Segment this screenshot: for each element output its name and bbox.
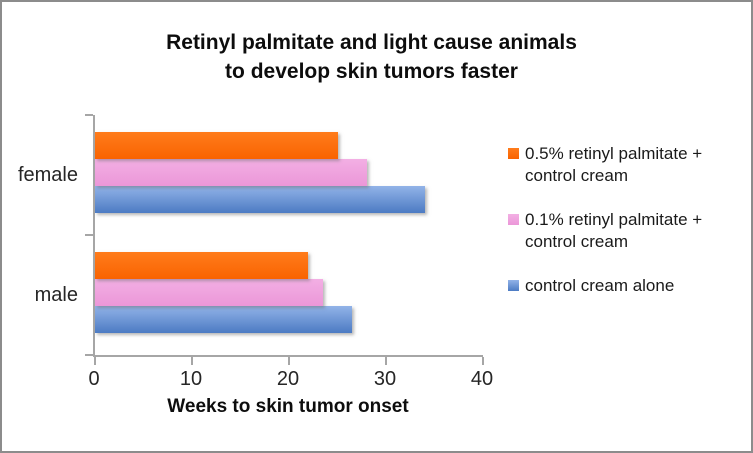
- x-axis-tick: [288, 357, 290, 365]
- x-axis-title: Weeks to skin tumor onset: [167, 396, 409, 417]
- category-label-male: male: [34, 284, 78, 306]
- legend-label: control cream alone: [525, 276, 675, 295]
- legend: 0.5% retinyl palmitate + control cream 0.…: [508, 143, 743, 319]
- y-axis-tick: [85, 114, 93, 116]
- x-axis-tick: [94, 357, 96, 365]
- legend-label: 0.1% retinyl palmitate + control cream: [525, 210, 703, 251]
- chart-title-line-2: to develop skin tumors faster: [225, 60, 518, 83]
- plot-area: [85, 114, 484, 365]
- bar-female-series-1: [95, 159, 367, 186]
- legend-item-2: control cream alone: [508, 275, 743, 297]
- bar-male-series-0: [95, 252, 308, 279]
- x-axis-tick-label: 30: [373, 368, 397, 390]
- bar-female-series-0: [95, 132, 338, 159]
- x-axis-tick-label: 40: [470, 368, 494, 390]
- x-axis-tick: [191, 357, 193, 365]
- legend-swatch-icon: [508, 214, 519, 225]
- x-axis-tick-label: 20: [276, 368, 300, 390]
- bar-male-series-2: [95, 306, 352, 333]
- y-axis-tick: [85, 234, 93, 236]
- bar-female-series-2: [95, 186, 425, 213]
- legend-item-1: 0.1% retinyl palmitate + control cream: [508, 209, 743, 253]
- category-label-female: female: [17, 164, 78, 186]
- bar-male-series-1: [95, 279, 323, 306]
- chart-title: Retinyl palmitate and light cause animal…: [2, 28, 741, 86]
- y-axis-tick: [85, 354, 93, 356]
- legend-label: 0.5% retinyl palmitate + control cream: [525, 144, 703, 185]
- legend-item-0: 0.5% retinyl palmitate + control cream: [508, 143, 743, 187]
- chart-title-line-1: Retinyl palmitate and light cause animal…: [166, 31, 577, 54]
- x-axis-tick-label: 10: [179, 368, 203, 390]
- legend-swatch-icon: [508, 280, 519, 291]
- x-axis-tick: [385, 357, 387, 365]
- x-axis-tick-label: 0: [88, 368, 100, 390]
- legend-swatch-icon: [508, 148, 519, 159]
- x-axis-tick: [482, 357, 484, 365]
